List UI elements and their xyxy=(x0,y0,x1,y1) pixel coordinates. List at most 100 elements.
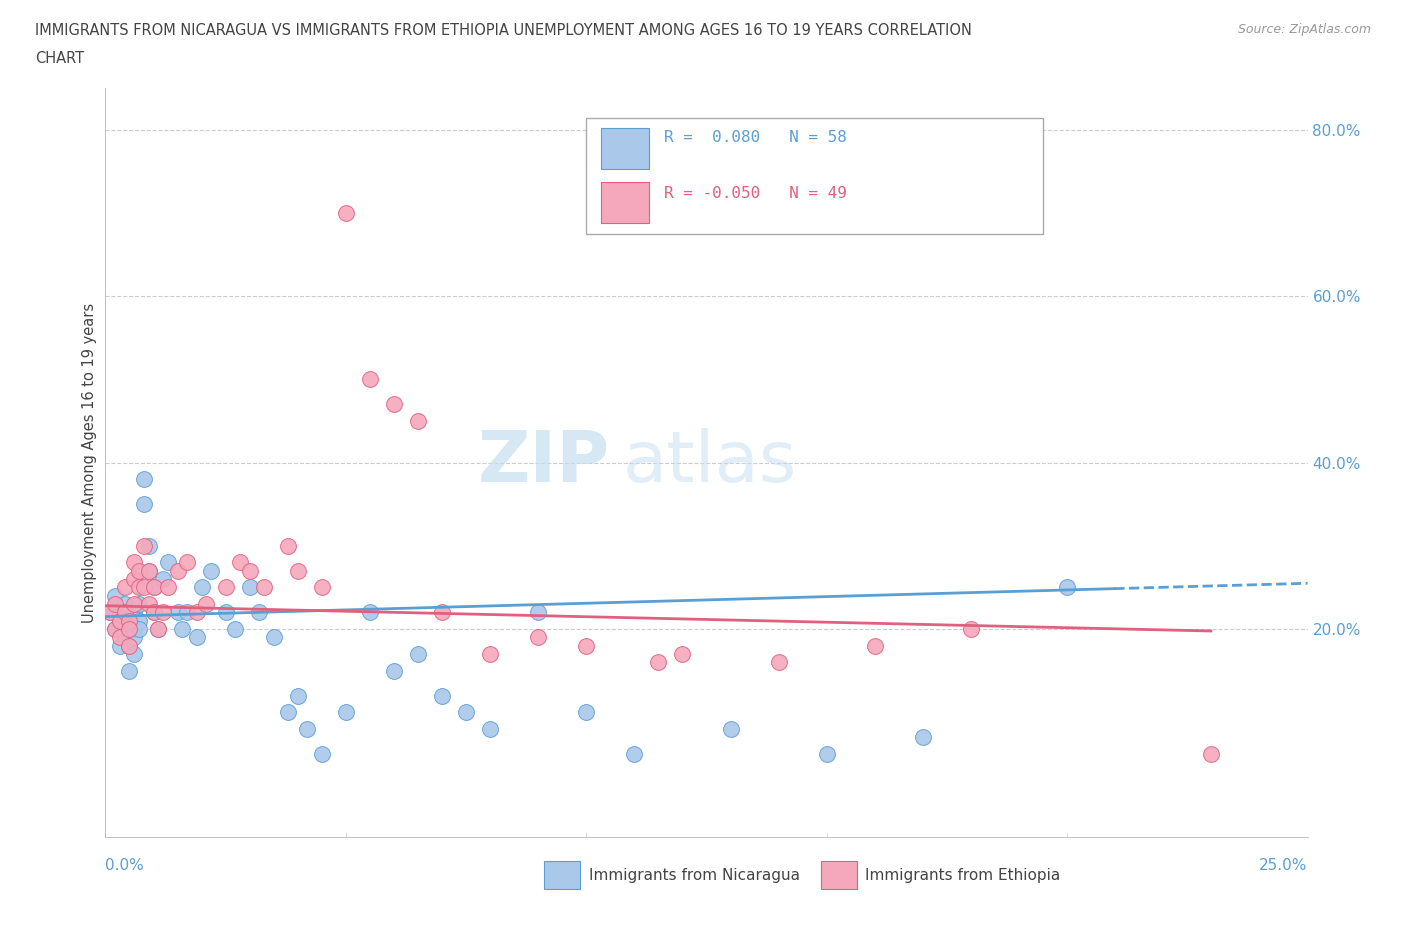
Point xyxy=(142,580,165,595)
Point xyxy=(108,630,131,644)
Point xyxy=(118,663,141,678)
Bar xyxy=(544,861,581,889)
Point xyxy=(186,605,208,620)
Point xyxy=(124,646,146,661)
Point xyxy=(132,472,155,486)
Point xyxy=(430,605,453,620)
Point xyxy=(239,564,262,578)
Point xyxy=(156,580,179,595)
Text: ZIP: ZIP xyxy=(478,428,610,498)
Point xyxy=(720,722,742,737)
Point xyxy=(124,621,146,636)
Point xyxy=(104,621,127,636)
Point xyxy=(335,705,357,720)
Point xyxy=(124,572,146,587)
Point xyxy=(359,605,381,620)
Point xyxy=(382,663,405,678)
Point xyxy=(263,630,285,644)
Point xyxy=(239,580,262,595)
Point xyxy=(575,705,598,720)
Point xyxy=(166,605,188,620)
Point xyxy=(138,597,160,612)
Text: Immigrants from Ethiopia: Immigrants from Ethiopia xyxy=(865,868,1060,883)
Point xyxy=(142,605,165,620)
Point xyxy=(114,597,136,612)
Point xyxy=(176,605,198,620)
Point xyxy=(172,621,194,636)
Point xyxy=(128,597,150,612)
Point xyxy=(98,605,121,620)
Point xyxy=(128,613,150,628)
Point xyxy=(132,538,155,553)
Point xyxy=(108,613,131,628)
Point xyxy=(430,688,453,703)
Point xyxy=(1201,747,1223,762)
Point xyxy=(768,655,790,670)
Point xyxy=(190,580,212,595)
Point xyxy=(98,605,121,620)
Point xyxy=(224,621,246,636)
Point xyxy=(195,597,218,612)
Point xyxy=(138,564,160,578)
Text: IMMIGRANTS FROM NICARAGUA VS IMMIGRANTS FROM ETHIOPIA UNEMPLOYMENT AMONG AGES 16: IMMIGRANTS FROM NICARAGUA VS IMMIGRANTS … xyxy=(35,23,972,38)
Point xyxy=(527,605,550,620)
Point xyxy=(166,564,188,578)
Point xyxy=(911,730,934,745)
Text: R =  0.080   N = 58: R = 0.080 N = 58 xyxy=(665,129,848,144)
Point xyxy=(142,605,165,620)
Text: R = -0.050   N = 49: R = -0.050 N = 49 xyxy=(665,186,848,201)
Point xyxy=(104,621,127,636)
Point xyxy=(479,722,502,737)
Point xyxy=(229,555,252,570)
Point xyxy=(108,605,131,620)
Point xyxy=(138,538,160,553)
Point xyxy=(114,605,136,620)
Point xyxy=(287,564,309,578)
Point xyxy=(287,688,309,703)
Point xyxy=(214,580,236,595)
Point xyxy=(647,655,669,670)
Point xyxy=(335,206,357,220)
Point xyxy=(114,580,136,595)
Point xyxy=(118,613,141,628)
Point xyxy=(118,621,141,636)
Point xyxy=(118,605,141,620)
Point xyxy=(186,630,208,644)
Point xyxy=(311,580,333,595)
Bar xyxy=(600,182,648,223)
Point xyxy=(118,613,141,628)
Point xyxy=(152,605,174,620)
Point xyxy=(124,630,146,644)
Point xyxy=(104,589,127,604)
Point xyxy=(863,638,886,653)
Point xyxy=(214,605,236,620)
Text: Immigrants from Nicaragua: Immigrants from Nicaragua xyxy=(589,868,800,883)
Text: 25.0%: 25.0% xyxy=(1260,857,1308,872)
Point xyxy=(104,597,127,612)
Text: CHART: CHART xyxy=(35,51,84,66)
Text: 0.0%: 0.0% xyxy=(105,857,145,872)
Point xyxy=(297,722,319,737)
Point xyxy=(406,646,429,661)
Point xyxy=(815,747,838,762)
Point xyxy=(527,630,550,644)
Point xyxy=(118,638,141,653)
Point xyxy=(128,564,150,578)
Bar xyxy=(600,128,648,169)
Point xyxy=(200,564,222,578)
Point xyxy=(128,580,150,595)
Point xyxy=(176,555,198,570)
Text: atlas: atlas xyxy=(623,428,797,498)
Point xyxy=(311,747,333,762)
Point xyxy=(132,580,155,595)
FancyBboxPatch shape xyxy=(586,118,1043,234)
Point xyxy=(1056,580,1078,595)
Point xyxy=(277,705,299,720)
Point xyxy=(382,397,405,412)
Point xyxy=(247,605,270,620)
Point xyxy=(132,497,155,512)
Point xyxy=(623,747,645,762)
Point xyxy=(253,580,276,595)
Point xyxy=(114,621,136,636)
Point xyxy=(124,597,146,612)
